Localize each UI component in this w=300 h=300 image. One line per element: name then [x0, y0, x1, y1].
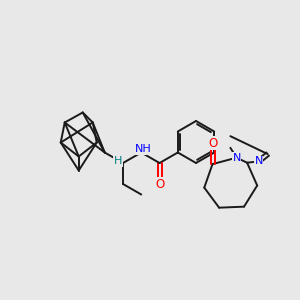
Text: O: O	[208, 136, 217, 150]
Text: N: N	[232, 153, 241, 163]
Text: O: O	[155, 178, 164, 190]
Text: N: N	[254, 156, 263, 167]
Text: NH: NH	[135, 145, 152, 154]
Text: H: H	[114, 156, 122, 166]
